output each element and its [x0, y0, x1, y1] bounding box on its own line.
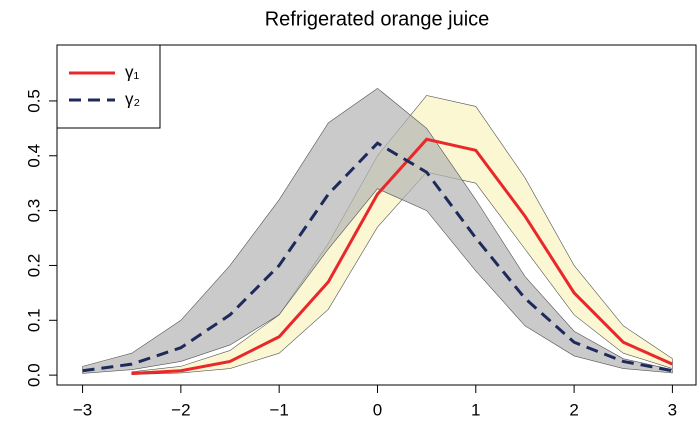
x-tick-label: −2 — [171, 400, 190, 419]
series-line — [131, 137, 674, 375]
plot-area — [82, 87, 674, 375]
legend-label: γ₁ — [125, 62, 140, 81]
y-tick-label: 0.0 — [24, 363, 43, 387]
x-tick-label: −1 — [269, 400, 288, 419]
y-tick-label: 0.4 — [24, 144, 43, 168]
chart-title: Refrigerated orange juice — [265, 8, 490, 30]
y-tick-label: 0.3 — [24, 199, 43, 223]
axes: −3 −2 −1 0 1 2 3 0.0 0.1 0.2 0.3 0.4 0.5 — [24, 89, 677, 419]
x-tick-label: 2 — [569, 400, 578, 419]
y-tick-label: 0.1 — [24, 308, 43, 332]
y-tick-label: 0.5 — [24, 89, 43, 113]
legend: γ₁ γ₂ — [56, 44, 161, 129]
x-tick-label: 1 — [471, 400, 480, 419]
y-tick-label: 0.2 — [24, 254, 43, 278]
plot-frame — [56, 44, 697, 386]
series-line — [82, 141, 673, 373]
x-tick-label: 0 — [373, 400, 382, 419]
x-tick-label: 3 — [668, 400, 677, 419]
x-tick-label: −3 — [73, 400, 92, 419]
legend-box — [56, 44, 161, 129]
legend-label: γ₂ — [125, 89, 140, 108]
confidence-band — [82, 87, 673, 374]
